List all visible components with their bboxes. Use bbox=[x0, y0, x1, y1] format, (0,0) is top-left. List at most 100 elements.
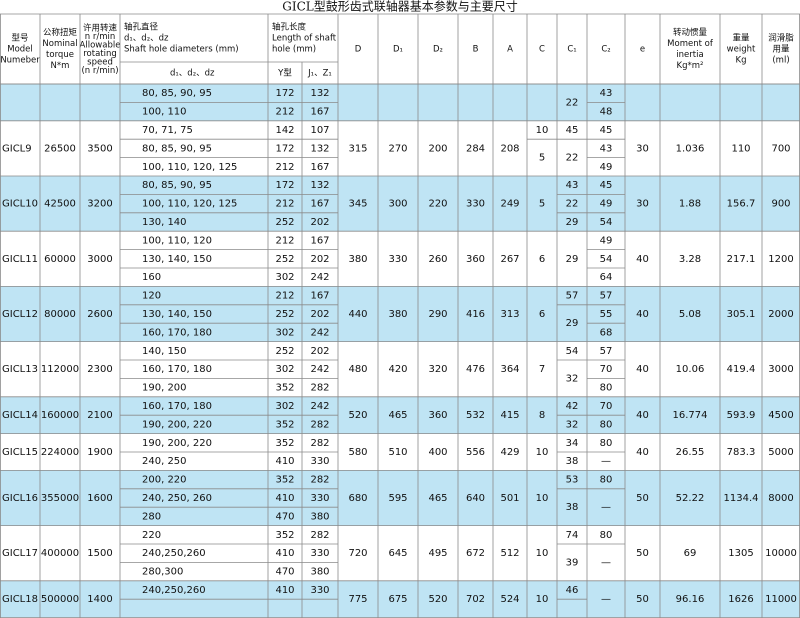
cell: 80, 85, 90, 95 bbox=[142, 88, 212, 99]
cell: 120 bbox=[142, 291, 161, 302]
cell: 26500 bbox=[44, 143, 76, 154]
header-label: 轴孔直径 bbox=[124, 22, 159, 33]
cell: 3500 bbox=[87, 143, 112, 154]
cell: 80 bbox=[600, 530, 613, 541]
cell: 252 bbox=[275, 309, 294, 320]
cell: GICL18 bbox=[2, 594, 38, 605]
cell: 172 bbox=[275, 180, 294, 191]
cell: 680 bbox=[348, 493, 367, 504]
cell: 410 bbox=[275, 456, 294, 467]
header-label: Length of shaft bbox=[272, 34, 337, 44]
cell: 200 bbox=[428, 143, 447, 154]
cell: 260 bbox=[428, 254, 447, 265]
cell: 645 bbox=[388, 548, 407, 559]
header-label: 重量 bbox=[732, 33, 750, 44]
cell: 70 bbox=[600, 364, 613, 375]
cell: 3000 bbox=[768, 364, 793, 375]
cell: 252 bbox=[275, 346, 294, 357]
cell: 360 bbox=[466, 254, 485, 265]
cell: — bbox=[601, 502, 611, 513]
cell: 480 bbox=[348, 364, 367, 375]
cell: 352 bbox=[275, 475, 294, 486]
cell: 100, 110, 120 bbox=[142, 235, 212, 246]
cell: 212 bbox=[275, 199, 294, 210]
cell: 54 bbox=[600, 254, 613, 265]
cell: 160, 170, 180 bbox=[142, 401, 212, 412]
subheader-label: d₁、d₂、dz bbox=[170, 69, 215, 79]
header-label: Numeber bbox=[0, 56, 40, 66]
cell: 380 bbox=[310, 567, 329, 578]
cell: 242 bbox=[310, 364, 329, 375]
cell: 330 bbox=[388, 254, 407, 265]
cell: 410 bbox=[275, 548, 294, 559]
cell: 140, 150 bbox=[142, 346, 187, 357]
cell: 130, 140 bbox=[142, 217, 187, 228]
cell: 42 bbox=[566, 401, 579, 412]
cell: 595 bbox=[388, 493, 407, 504]
cell: 6 bbox=[539, 309, 545, 320]
cell: 270 bbox=[388, 143, 407, 154]
subheader-label: J₁、Z₁ bbox=[307, 69, 332, 79]
cell: 330 bbox=[466, 199, 485, 210]
cell: 330 bbox=[310, 548, 329, 559]
cell: 10 bbox=[536, 594, 549, 605]
cell: 672 bbox=[466, 548, 485, 559]
cell: 80, 85, 90, 95 bbox=[142, 143, 212, 154]
cell: 364 bbox=[500, 364, 519, 375]
header-label: e bbox=[640, 45, 645, 55]
cell: 208 bbox=[500, 143, 519, 154]
header-label: d₁、d₂、dz bbox=[124, 34, 169, 44]
cell: — bbox=[601, 594, 611, 605]
cell: 267 bbox=[500, 254, 519, 265]
cell: GICL14 bbox=[2, 410, 38, 421]
cell: 160, 170, 180 bbox=[142, 364, 212, 375]
cell: 8000 bbox=[768, 493, 793, 504]
cell: 217.1 bbox=[727, 254, 756, 265]
cell: 5 bbox=[539, 199, 545, 210]
cell: 32 bbox=[566, 373, 579, 384]
cell: 524 bbox=[500, 594, 519, 605]
cell: 212 bbox=[275, 107, 294, 118]
cell: 1305 bbox=[728, 548, 753, 559]
cell: 46 bbox=[566, 585, 579, 596]
cell: 142 bbox=[275, 125, 294, 136]
cell: 380 bbox=[348, 254, 367, 265]
cell: GICL16 bbox=[2, 493, 38, 504]
row-band bbox=[0, 176, 800, 232]
header-label: B bbox=[473, 45, 479, 55]
cell: 45 bbox=[600, 180, 613, 191]
cell: 512 bbox=[500, 548, 519, 559]
cell: 70 bbox=[600, 401, 613, 412]
cell: 302 bbox=[275, 364, 294, 375]
cell: 355000 bbox=[41, 493, 79, 504]
cell: 240,250,260 bbox=[142, 548, 206, 559]
header-label: hole (mm) bbox=[272, 45, 316, 55]
cell: 420 bbox=[388, 364, 407, 375]
cell: 1500 bbox=[87, 548, 112, 559]
header-label: D bbox=[355, 45, 362, 55]
cell: 429 bbox=[500, 447, 519, 458]
cell: 100, 110 bbox=[142, 107, 187, 118]
header-label: torque bbox=[46, 50, 74, 60]
header-label: 型号 bbox=[11, 34, 28, 44]
cell: 80 bbox=[600, 438, 613, 449]
header-label: D₂ bbox=[433, 45, 443, 55]
cell: 280,300 bbox=[142, 567, 183, 578]
header-label: N*m bbox=[51, 61, 70, 71]
cell: 419.4 bbox=[727, 364, 756, 375]
cell: 30 bbox=[636, 199, 649, 210]
cell: 1900 bbox=[87, 447, 112, 458]
cell: 40 bbox=[636, 410, 649, 421]
cell: 1600 bbox=[87, 493, 112, 504]
cell: 1.88 bbox=[679, 199, 701, 210]
cell: GICL15 bbox=[2, 447, 38, 458]
cell: 55 bbox=[600, 309, 613, 320]
header-label: Moment of bbox=[667, 39, 714, 49]
cell: 50 bbox=[636, 548, 649, 559]
cell: 160 bbox=[142, 272, 161, 283]
cell: 242 bbox=[310, 327, 329, 338]
cell: 640 bbox=[466, 493, 485, 504]
cell: 3200 bbox=[87, 199, 112, 210]
header-label: C bbox=[539, 45, 545, 55]
